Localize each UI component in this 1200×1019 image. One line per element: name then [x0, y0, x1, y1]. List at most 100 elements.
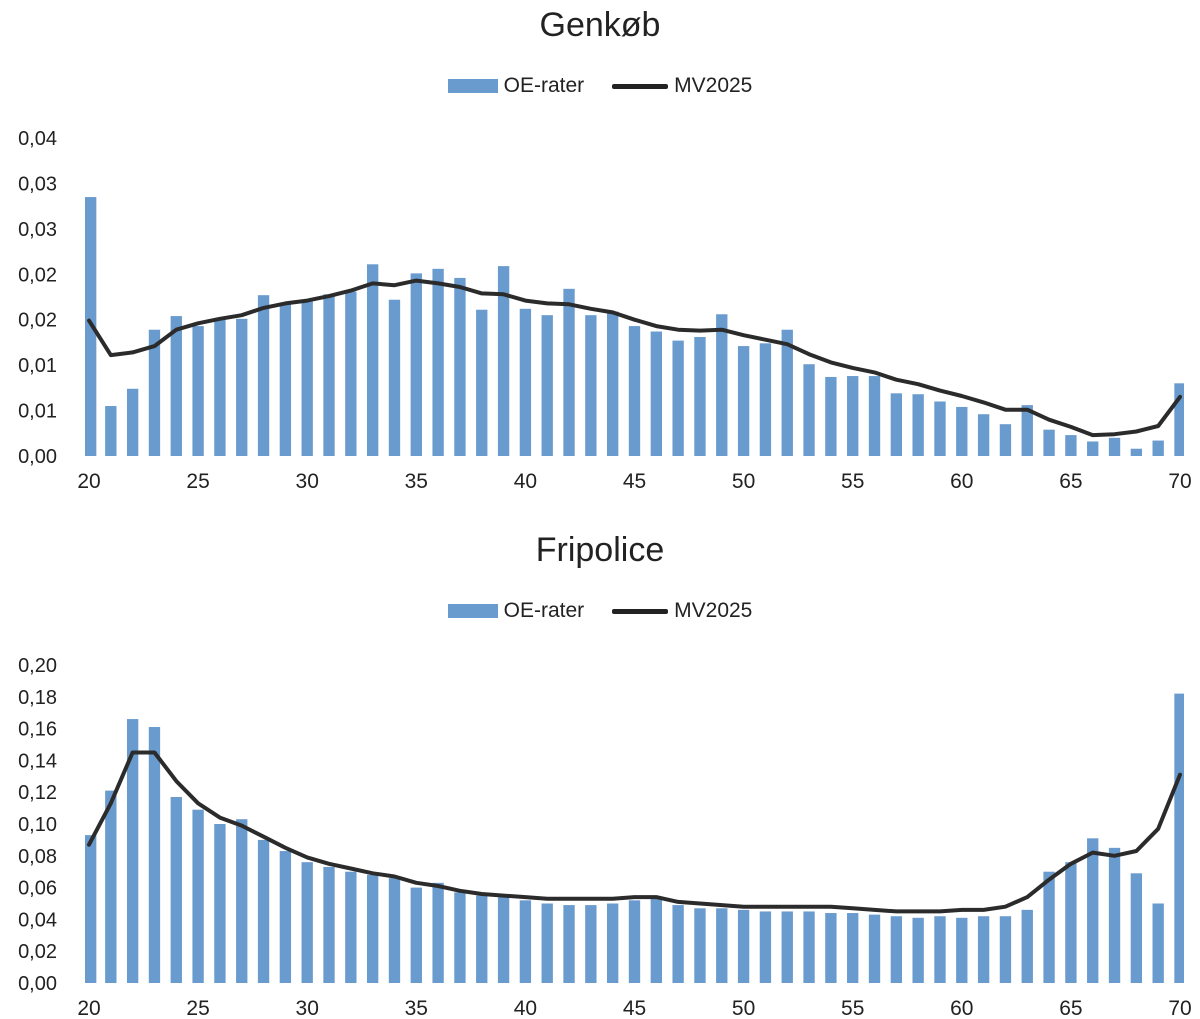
bar [126, 388, 139, 456]
bar [650, 331, 662, 456]
bar [934, 401, 946, 456]
bar [628, 326, 641, 456]
x-tick-label: 35 [405, 470, 428, 493]
bar [781, 911, 793, 983]
bar [432, 268, 444, 456]
x-tick-label: 30 [296, 997, 319, 1019]
x-tick-label: 50 [732, 470, 755, 493]
bar [301, 862, 313, 983]
y-tick-label: 0,03 [18, 219, 57, 241]
bar [301, 301, 313, 456]
legend-label-line: MV2025 [674, 599, 753, 622]
bar [1152, 440, 1164, 456]
y-tick-label: 0,18 [18, 687, 57, 709]
bar [541, 903, 553, 983]
bar [85, 835, 97, 983]
bar [607, 311, 619, 456]
bar [999, 916, 1012, 983]
bar [279, 851, 292, 983]
y-tick-label: 0,01 [18, 401, 57, 423]
bar [105, 790, 117, 983]
bar [716, 314, 728, 456]
bar [126, 719, 139, 983]
bar [1152, 903, 1164, 983]
legend-swatch-line [612, 608, 669, 614]
bar [497, 897, 510, 983]
bar [585, 315, 597, 456]
x-tick-label: 40 [514, 997, 537, 1019]
y-tick-label: 0,06 [18, 878, 57, 900]
chart-title: Fripolice [535, 531, 665, 569]
y-tick-label: 0,08 [18, 846, 57, 868]
y-tick-label: 0,16 [18, 719, 57, 741]
chart-plot-area: 0,00 0,02 0,04 0,06 0,08 0,10 0,12 0,14 0,16 0,18… [18, 655, 1192, 1019]
chart-legend: OE-rater MV2025 [0, 74, 1200, 98]
bar [1174, 383, 1184, 456]
y-tick-label: 0,14 [18, 750, 57, 772]
bar [1108, 437, 1121, 456]
bar [454, 277, 466, 456]
bar [934, 916, 946, 983]
bar [737, 346, 750, 456]
y-tick-label: 0,10 [18, 814, 57, 836]
bar [781, 329, 793, 456]
bar [628, 900, 641, 983]
x-tick-label: 55 [841, 470, 864, 493]
bar [890, 916, 903, 983]
x-tick-label: 65 [1059, 470, 1082, 493]
bar [366, 264, 379, 456]
bar [716, 908, 728, 983]
bar [410, 887, 422, 983]
y-tick-label: 0,02 [18, 310, 57, 332]
chart-fripolice: Fripolice OE-rater MV2025 0,00 0,02 0,04 0,… [0, 525, 1200, 1019]
bar [890, 393, 903, 456]
y-tick-label: 0,00 [18, 446, 57, 468]
y-tick-label: 0,04 [18, 128, 57, 150]
bar [759, 343, 772, 456]
bar [1174, 693, 1184, 983]
bar [1130, 873, 1143, 983]
x-tick-label: 70 [1168, 997, 1191, 1019]
x-tick-label: 45 [623, 470, 646, 493]
x-tick-label: 60 [950, 997, 973, 1019]
bar [257, 839, 270, 983]
bar [214, 318, 226, 456]
bar [563, 288, 575, 456]
bar [148, 329, 161, 456]
bar [279, 303, 292, 456]
bar [345, 871, 357, 983]
bar [607, 903, 619, 983]
bar [257, 295, 270, 456]
chart-title: Genkøb [539, 6, 661, 44]
x-tick-label: 40 [514, 470, 537, 493]
x-tick-label: 65 [1059, 997, 1082, 1019]
bar [192, 809, 204, 983]
bar [366, 874, 379, 983]
bar [105, 406, 117, 456]
bar [1087, 441, 1099, 456]
bar [1021, 405, 1033, 456]
bar [476, 309, 488, 456]
bar [977, 414, 990, 456]
chart-plot-area: 0,00 0,01 0,01 0,02 0,02 0,03 0,03 0,04 20 25 30 35… [18, 128, 1192, 493]
y-tick-label: 0,02 [18, 264, 57, 286]
legend-swatch-bars [447, 604, 498, 618]
legend-label-bars: OE-rater [503, 599, 585, 622]
bar [672, 340, 684, 456]
bar [759, 911, 772, 983]
bar [1087, 838, 1099, 983]
bar [999, 424, 1012, 456]
bar [170, 796, 182, 983]
y-tick-label: 0,01 [18, 355, 57, 377]
bar [519, 900, 532, 983]
y-tick-label: 0,20 [18, 655, 57, 677]
x-tick-label: 30 [296, 470, 319, 493]
x-tick-label: 60 [950, 470, 973, 493]
bar [454, 892, 466, 983]
bar [912, 394, 924, 456]
x-tick-label: 70 [1168, 470, 1191, 493]
legend-item-bars: OE-rater [447, 599, 585, 623]
bar [868, 914, 881, 983]
bar [170, 316, 182, 456]
bar [236, 318, 248, 456]
